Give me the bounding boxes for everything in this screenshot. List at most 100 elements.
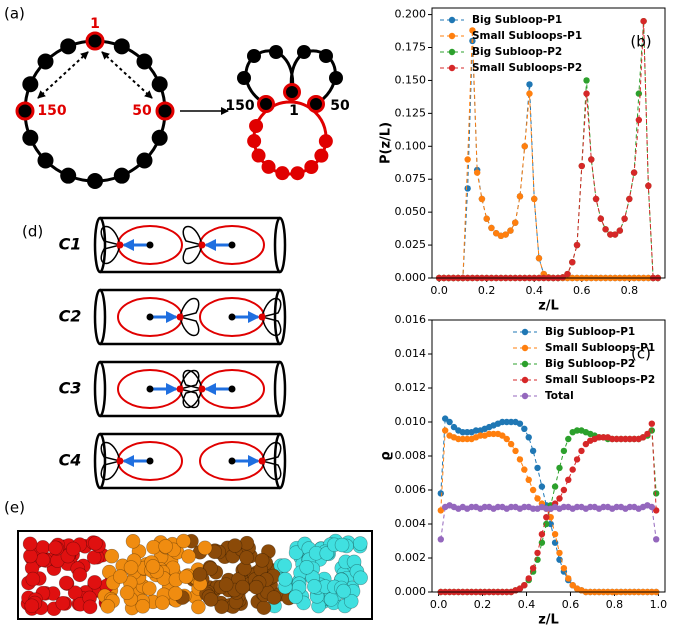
point: [521, 425, 528, 432]
point: [543, 505, 550, 512]
monomer: [35, 552, 51, 568]
bead: [22, 76, 39, 93]
point: [617, 435, 625, 443]
x-tick-label: 0.8: [606, 598, 624, 611]
point: [645, 182, 652, 190]
y-tick-label: 0.100: [395, 139, 427, 152]
legend-marker: [521, 360, 529, 368]
point: [613, 503, 620, 511]
contact: [176, 313, 184, 321]
point: [551, 483, 559, 490]
point: [473, 169, 481, 176]
point: [437, 490, 444, 497]
monomer: [218, 577, 234, 592]
y-tick-label: 0.002: [395, 551, 427, 564]
monomer: [191, 599, 206, 615]
bead: [155, 101, 175, 121]
center: [228, 385, 236, 393]
point: [525, 575, 532, 582]
cylinder-end: [93, 360, 107, 418]
bead: [307, 95, 325, 113]
point: [521, 466, 528, 473]
bead: [261, 159, 276, 174]
bead: [257, 95, 275, 113]
point: [635, 116, 643, 124]
legend-marker: [521, 328, 529, 336]
point: [551, 539, 559, 546]
panel-a: (a) 1 150 50 150 1 50: [4, 5, 350, 189]
point: [446, 418, 453, 426]
monomer: [214, 599, 229, 615]
config-label: C3: [59, 379, 82, 398]
point: [611, 231, 619, 238]
point: [640, 17, 647, 25]
legend-label: Small Subloops-P1: [472, 30, 582, 42]
point: [529, 447, 537, 455]
point: [469, 27, 476, 34]
point: [538, 483, 546, 490]
y-axis-label: P(z/L): [379, 122, 394, 164]
point: [556, 464, 563, 472]
legend-label: Total: [545, 390, 574, 402]
point: [547, 514, 554, 521]
point: [499, 418, 506, 426]
point: [602, 226, 609, 233]
monomer: [178, 569, 194, 585]
point: [587, 503, 594, 511]
petals: [260, 441, 282, 481]
plot-area: [432, 320, 665, 592]
monomer: [145, 559, 161, 574]
y-tick-label: 0.006: [395, 483, 427, 496]
bead: [283, 83, 301, 101]
point: [648, 503, 656, 511]
point: [521, 143, 528, 150]
monomer: [65, 541, 81, 557]
legend-marker: [521, 392, 529, 400]
legend-marker: [448, 32, 456, 40]
point: [437, 507, 444, 514]
center: [228, 313, 236, 321]
monomer: [55, 595, 71, 611]
legend-label: Small Subloops-P2: [472, 62, 582, 74]
point: [463, 435, 471, 443]
point: [578, 162, 585, 170]
point: [635, 90, 643, 97]
point: [488, 224, 495, 232]
center: [146, 313, 154, 321]
point: [613, 435, 620, 443]
point: [582, 440, 590, 448]
legend-label: Small Subloops-P1: [545, 342, 655, 354]
panel-label: (d): [22, 223, 43, 241]
monomer: [58, 575, 74, 591]
cylinder: [100, 288, 280, 346]
cylinder-end: [93, 432, 107, 490]
point: [481, 503, 488, 511]
point: [477, 432, 484, 439]
petals: [100, 225, 122, 265]
panel-label: (e): [4, 499, 25, 517]
cylinder-end: [273, 360, 287, 418]
point: [441, 427, 449, 434]
config-label: C1: [59, 235, 82, 254]
point: [609, 435, 616, 443]
point: [626, 503, 634, 511]
bead: [319, 49, 333, 63]
point: [560, 486, 568, 494]
cylinder: [100, 432, 280, 490]
point: [503, 435, 510, 443]
legend-marker: [448, 48, 456, 56]
point: [560, 503, 568, 511]
point: [607, 231, 614, 238]
x-tick-label: 0.2: [474, 598, 492, 611]
point: [472, 427, 480, 434]
bead: [247, 49, 261, 63]
point: [507, 503, 515, 511]
contact: [198, 385, 206, 393]
point: [621, 215, 628, 222]
contact-arrow: [101, 51, 153, 99]
point: [543, 520, 550, 528]
contact: [116, 241, 124, 249]
point: [559, 274, 566, 281]
point: [569, 258, 576, 266]
